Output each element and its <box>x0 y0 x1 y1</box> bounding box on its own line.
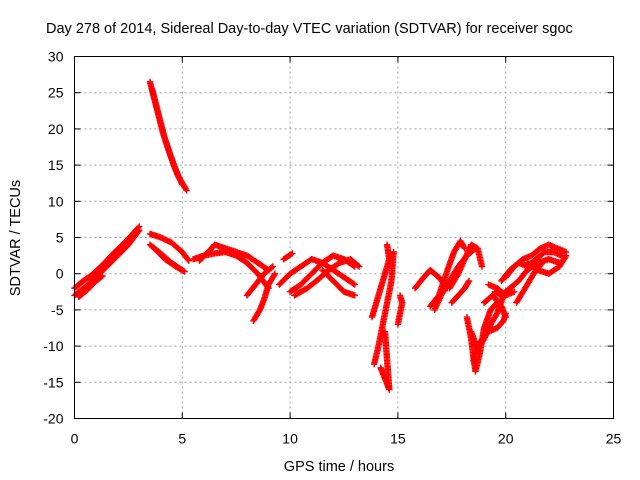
x-tick-labels: 0 5 10 15 20 25 <box>71 431 622 447</box>
y-tick-label: 15 <box>48 157 64 173</box>
data-point <box>271 271 278 279</box>
data-point <box>354 262 362 269</box>
data-point <box>350 280 357 287</box>
data-point <box>99 272 106 280</box>
data-point <box>502 313 509 321</box>
data-point <box>511 288 518 295</box>
x-tick-label: 5 <box>178 431 186 447</box>
data-point <box>135 224 142 231</box>
data-point <box>181 268 188 275</box>
data-point <box>269 263 277 270</box>
data-point <box>98 273 105 280</box>
x-tick-label: 0 <box>71 431 79 447</box>
x-tick-label: 20 <box>498 431 514 447</box>
y-tick-label: -10 <box>43 338 63 354</box>
y-tick-label: -15 <box>43 374 63 390</box>
data-point <box>390 248 397 256</box>
data-points <box>71 78 570 393</box>
data-point <box>538 260 545 268</box>
x-tick-label: 15 <box>390 431 406 447</box>
x-tick-label: 10 <box>282 431 298 447</box>
data-point <box>183 187 190 194</box>
y-tick-label: 10 <box>48 193 64 209</box>
y-tick-label: 0 <box>56 266 64 282</box>
x-axis-label: GPS time / hours <box>284 459 394 475</box>
data-point <box>539 259 546 266</box>
data-point <box>478 263 486 270</box>
data-point <box>548 242 555 250</box>
data-point <box>465 277 473 285</box>
data-point <box>562 253 569 261</box>
y-tick-label: 5 <box>56 230 64 246</box>
chart-title: Day 278 of 2014, Sidereal Day-to-day VTE… <box>46 21 573 37</box>
data-point <box>383 241 391 248</box>
y-tick-label: -20 <box>43 411 63 427</box>
data-point <box>271 270 279 277</box>
data-point <box>461 245 468 252</box>
data-point <box>355 263 363 270</box>
y-tick-labels: -20 -15 -10 -5 0 5 10 15 20 25 30 <box>43 49 63 427</box>
data-point <box>396 292 404 299</box>
data-point <box>136 223 143 230</box>
x-tick-label: 25 <box>606 431 622 447</box>
data-point <box>381 328 389 335</box>
data-point <box>182 185 189 193</box>
y-tick-label: -5 <box>51 302 64 318</box>
data-point <box>289 250 296 257</box>
y-tick-label: 25 <box>48 85 64 101</box>
data-point <box>562 252 570 259</box>
axis-ticks <box>74 56 614 419</box>
data-point <box>268 264 275 271</box>
data-point <box>541 243 548 250</box>
data-point <box>287 251 295 258</box>
y-axis-label: SDTVAR / TECUs <box>8 180 24 296</box>
y-tick-label: 20 <box>48 121 64 137</box>
data-point <box>179 181 186 188</box>
data-point <box>351 281 358 288</box>
data-point <box>185 257 192 264</box>
y-tick-label: 30 <box>48 49 64 65</box>
data-point <box>351 292 358 299</box>
grid-lines <box>74 56 614 419</box>
